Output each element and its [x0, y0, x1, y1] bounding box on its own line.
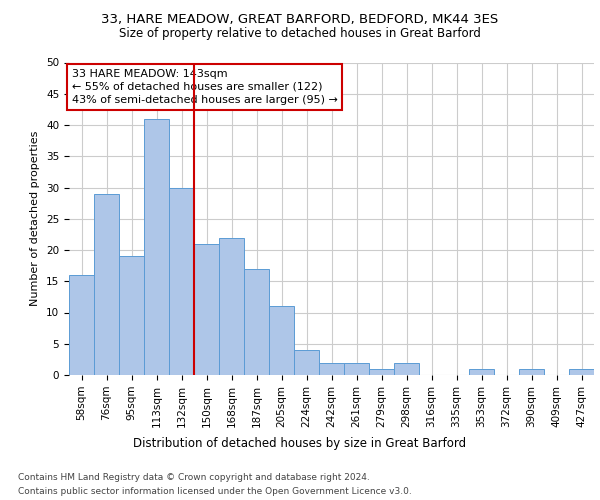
Bar [394, 362, 419, 375]
Bar [219, 238, 244, 375]
Bar [319, 362, 344, 375]
Bar [294, 350, 319, 375]
Text: 33, HARE MEADOW, GREAT BARFORD, BEDFORD, MK44 3ES: 33, HARE MEADOW, GREAT BARFORD, BEDFORD,… [101, 12, 499, 26]
Bar [144, 118, 169, 375]
Bar [119, 256, 144, 375]
Bar [194, 244, 219, 375]
Bar [169, 188, 194, 375]
Bar [94, 194, 119, 375]
Bar [519, 369, 544, 375]
Bar [569, 369, 594, 375]
Bar [469, 369, 494, 375]
Bar [369, 369, 394, 375]
Text: Contains public sector information licensed under the Open Government Licence v3: Contains public sector information licen… [18, 488, 412, 496]
Bar [344, 362, 369, 375]
Text: 33 HARE MEADOW: 143sqm
← 55% of detached houses are smaller (122)
43% of semi-de: 33 HARE MEADOW: 143sqm ← 55% of detached… [71, 68, 337, 105]
Text: Size of property relative to detached houses in Great Barford: Size of property relative to detached ho… [119, 28, 481, 40]
Bar [244, 269, 269, 375]
Bar [269, 306, 294, 375]
Text: Distribution of detached houses by size in Great Barford: Distribution of detached houses by size … [133, 438, 467, 450]
Y-axis label: Number of detached properties: Number of detached properties [31, 131, 40, 306]
Bar [69, 275, 94, 375]
Text: Contains HM Land Registry data © Crown copyright and database right 2024.: Contains HM Land Registry data © Crown c… [18, 472, 370, 482]
